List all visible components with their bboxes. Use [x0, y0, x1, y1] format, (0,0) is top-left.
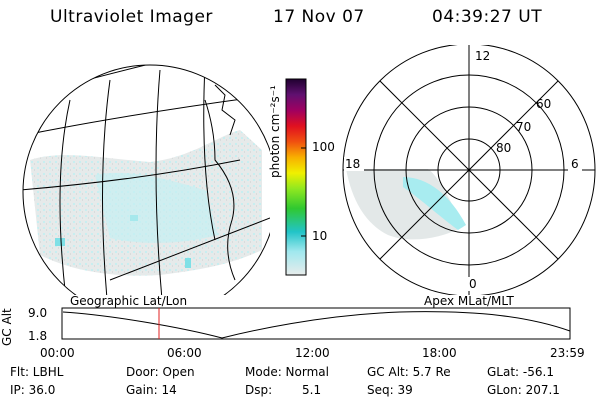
- geographic-map: [22, 64, 270, 295]
- mlt-label-18: 18: [345, 157, 360, 171]
- time-tick-0600: 06:00: [167, 346, 202, 360]
- gc-altitude-info: GC Alt: 5.7 Re: [367, 365, 451, 379]
- glat-info: GLat: -56.1: [487, 365, 554, 379]
- mlt-label-12: 12: [475, 49, 490, 63]
- altitude-tick-max: 9.0: [28, 306, 48, 320]
- apex-map-label: Apex MLat/MLT: [424, 294, 514, 308]
- date-label: 17 Nov 07: [273, 7, 365, 27]
- time-tick-2359: 23:59: [550, 346, 585, 360]
- time-tick-1200: 12:00: [295, 346, 330, 360]
- mode-info: Mode: Normal: [245, 365, 329, 379]
- glon-info: GLon: 207.1: [487, 383, 560, 397]
- polar-plot: 12 6 0 18 60 70 80: [342, 45, 596, 295]
- aurora-patch: [130, 215, 138, 221]
- colorbar-tick-10: 10: [312, 229, 328, 243]
- ip-info: IP: 36.0: [10, 383, 56, 397]
- time-label: 04:39:27 UT: [432, 7, 543, 27]
- altitude-ylabel: GC Alt: [0, 308, 14, 346]
- lat-label-60: 60: [536, 97, 551, 111]
- time-tick-1800: 18:00: [422, 346, 457, 360]
- altitude-curve: [62, 311, 571, 339]
- polar-aurora-bright: [403, 177, 466, 230]
- colorbar-unit-label: photon cm⁻²s⁻¹: [268, 85, 282, 178]
- lat-label-70: 70: [516, 120, 531, 134]
- time-tick-0000: 00:00: [40, 346, 75, 360]
- colorbar: [285, 78, 307, 276]
- altitude-plot: [61, 307, 571, 340]
- dsp-value: 5.1: [302, 383, 322, 397]
- aurora-patch: [55, 238, 65, 246]
- mlt-label-0: 0: [469, 277, 477, 291]
- instrument-title: Ultraviolet Imager: [50, 7, 213, 27]
- altitude-tick-min: 1.8: [28, 329, 48, 343]
- colorbar-tick-100: 100: [312, 140, 335, 154]
- geographic-map-label: Geographic Lat/Lon: [70, 294, 188, 308]
- filter-info: Flt: LBHL: [10, 365, 64, 379]
- dsp-label: Dsp:: [245, 383, 273, 397]
- lat-label-80: 80: [496, 141, 511, 155]
- mlt-label-6: 6: [571, 157, 579, 171]
- aurora-patch: [185, 258, 191, 268]
- gain-info: Gain: 14: [126, 383, 177, 397]
- door-info: Door: Open: [126, 365, 195, 379]
- sequence-info: Seq: 39: [367, 383, 413, 397]
